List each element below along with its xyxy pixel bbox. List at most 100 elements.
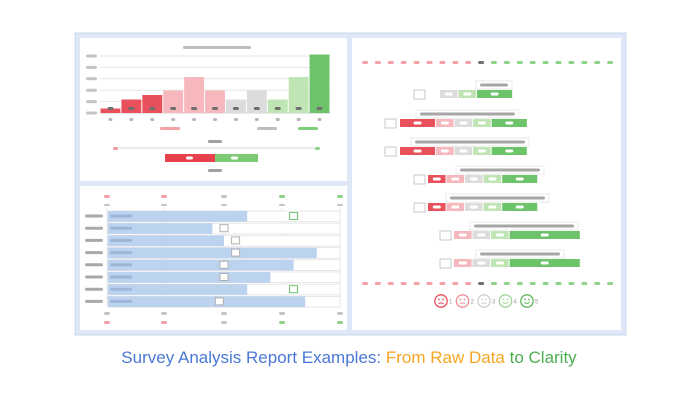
segment-value-placeholder xyxy=(413,121,422,125)
x-tick-label-placeholder xyxy=(213,118,217,121)
summary-value-placeholder xyxy=(231,156,238,160)
y-tick-label-placeholder xyxy=(86,100,97,104)
scale-tick-top xyxy=(581,61,588,64)
histogram-bar xyxy=(288,77,309,113)
bottom-legend-placeholder xyxy=(104,321,110,324)
histogram-bar xyxy=(142,95,163,113)
segment-value-placeholder xyxy=(477,233,486,237)
caption-part-2: From Raw Data xyxy=(385,348,505,367)
segment-value-placeholder xyxy=(458,261,467,265)
histogram-bar xyxy=(267,99,288,113)
top-tick-label-placeholder xyxy=(337,195,343,198)
question-label-placeholder xyxy=(480,83,508,87)
question-label-placeholder xyxy=(415,140,525,144)
horizontal-bar xyxy=(108,223,213,234)
segment-value-placeholder xyxy=(440,149,449,153)
scale-tick-bottom xyxy=(568,282,575,285)
target-marker xyxy=(219,273,229,281)
face-label: 4 xyxy=(514,300,518,306)
face-label: 5 xyxy=(535,300,539,306)
x-tick-label-placeholder xyxy=(317,118,322,121)
horizontal-bar xyxy=(108,247,317,259)
horizontal-bar xyxy=(108,272,271,283)
segment-value-placeholder xyxy=(495,233,504,237)
segment-value-placeholder xyxy=(477,261,486,265)
segment-value-placeholder xyxy=(477,121,486,125)
bar-label-placeholder xyxy=(110,214,132,218)
scale-tick-bottom xyxy=(516,282,523,285)
bottom-tick-label-placeholder xyxy=(161,312,167,315)
summary-tick xyxy=(315,147,320,150)
summary-value-placeholder xyxy=(186,156,193,160)
face-eye xyxy=(481,298,483,301)
segment-value-placeholder xyxy=(440,121,449,125)
scale-tick-top xyxy=(387,61,394,64)
segment-value-placeholder xyxy=(505,149,514,153)
face-icon xyxy=(477,294,491,308)
checkbox xyxy=(384,118,397,129)
chart-title-placeholder xyxy=(183,46,251,49)
segment-value-placeholder xyxy=(432,177,441,181)
x-tick-label-placeholder xyxy=(296,118,301,121)
row-label-placeholder xyxy=(85,238,103,242)
question-label-placeholder xyxy=(420,112,515,116)
x-tick-label-placeholder xyxy=(275,118,280,121)
face-eye xyxy=(502,298,505,301)
scale-tick-bottom xyxy=(491,282,497,285)
scale-tick-top xyxy=(529,61,536,64)
bar-label-placeholder xyxy=(110,299,132,303)
top-tick-label-placeholder xyxy=(221,195,227,198)
segment-value-placeholder xyxy=(459,121,468,125)
scale-tick-bottom xyxy=(503,282,510,285)
segment-value-placeholder xyxy=(488,177,497,181)
scale-tick-bottom xyxy=(374,282,381,285)
question-label-placeholder xyxy=(480,252,560,256)
scale-tick-top xyxy=(465,61,472,64)
caption-part-3: to Clarity xyxy=(504,348,577,367)
checkbox xyxy=(413,202,426,213)
segment-value-placeholder xyxy=(432,205,441,209)
scale-tick-bottom xyxy=(439,282,446,285)
bar-value-placeholder xyxy=(149,107,156,110)
legend-label-neutral xyxy=(257,127,277,130)
face-eye xyxy=(459,298,462,301)
horizontal-bar xyxy=(108,235,224,247)
scale-tick-top xyxy=(503,61,510,64)
scale-tick-bottom xyxy=(555,282,562,285)
bottom-tick-label-placeholder xyxy=(279,312,285,315)
segment-value-placeholder xyxy=(413,149,422,153)
target-marker xyxy=(289,212,299,220)
scale-tick-top xyxy=(594,61,601,64)
bottom-tick-label-placeholder xyxy=(104,312,110,315)
scale-tick-top xyxy=(516,61,523,64)
bar-value-placeholder xyxy=(274,107,281,110)
bar-value-placeholder xyxy=(128,107,135,110)
top-tick-mark xyxy=(221,204,227,206)
scale-tick-top xyxy=(568,61,575,64)
face-eye xyxy=(524,298,526,301)
checkbox xyxy=(384,146,397,157)
checkbox xyxy=(439,230,452,241)
checkbox xyxy=(413,89,426,100)
x-tick-label-placeholder xyxy=(129,118,134,121)
scale-tick-bottom xyxy=(478,282,485,285)
segment-value-placeholder xyxy=(459,149,468,153)
y-tick-label-placeholder xyxy=(86,54,97,58)
scale-tick-top xyxy=(439,61,446,64)
face-mouth xyxy=(502,301,509,304)
top-tick-label-placeholder xyxy=(279,195,285,198)
bottom-tick-label-placeholder xyxy=(221,312,227,315)
horizontal-bar xyxy=(108,296,306,308)
row-label-placeholder xyxy=(85,214,103,218)
segment-value-placeholder xyxy=(451,205,460,209)
row-label-placeholder xyxy=(85,299,103,303)
x-tick-label-placeholder xyxy=(171,118,176,121)
bar-value-placeholder xyxy=(232,107,239,110)
scale-tick-top xyxy=(362,61,368,64)
segment-value-placeholder xyxy=(463,92,472,96)
row-label-placeholder xyxy=(85,251,103,255)
scale-tick-bottom xyxy=(387,282,394,285)
segment-value-placeholder xyxy=(515,177,524,181)
bar-value-placeholder xyxy=(212,107,218,110)
segment-value-placeholder xyxy=(451,177,460,181)
